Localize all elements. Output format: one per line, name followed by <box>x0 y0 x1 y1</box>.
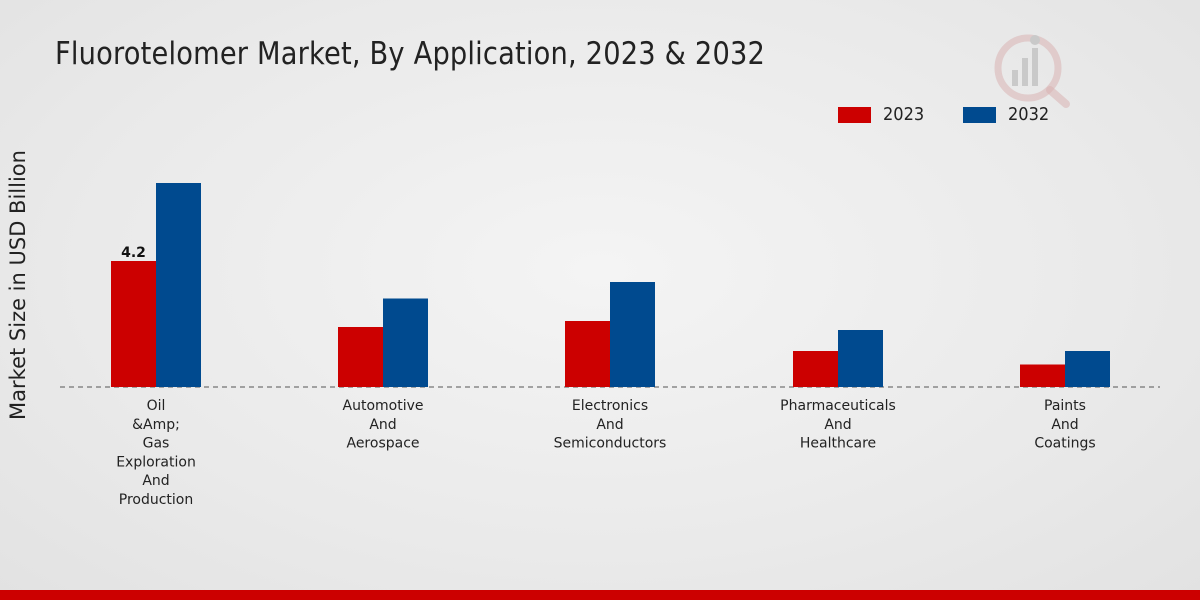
bar-2032-4 <box>1065 351 1110 387</box>
x-tick-label-4: Paints And Coatings <box>1034 398 1095 452</box>
x-tick-label-0: Oil &Amp; Gas Exploration And Production <box>116 398 196 508</box>
bar-2032-3 <box>838 330 883 387</box>
bar-2023-3 <box>793 351 838 387</box>
bar-2032-2 <box>610 282 655 387</box>
legend-item-2032: 2032 <box>962 104 1054 125</box>
footer-bar <box>0 590 1200 600</box>
x-tick-label-1: Automotive And Aerospace <box>343 398 424 452</box>
bar-2032-1 <box>383 298 428 387</box>
legend-item-2023: 2023 <box>838 104 929 125</box>
bar-2023-0 <box>111 261 156 387</box>
chart-title: Fluorotelomer Market, By Application, 20… <box>55 36 766 72</box>
x-tick-label-2: Electronics And Semiconductors <box>554 398 667 452</box>
logo-watermark-icon <box>994 34 1070 108</box>
legend-swatch-2023 <box>838 106 871 123</box>
bar-2023-2 <box>565 321 610 387</box>
legend-swatch-2032 <box>962 106 996 123</box>
bar-2023-1 <box>338 327 383 387</box>
legend-label-2032: 2032 <box>1007 104 1050 125</box>
x-tick-label-3: Pharmaceuticals And Healthcare <box>780 398 896 452</box>
legend-label-2023: 2023 <box>883 104 925 125</box>
data-label-0: 4.2 <box>121 245 146 261</box>
bar-2023-4 <box>1020 364 1065 387</box>
legend: 2023 2032 <box>838 104 1088 125</box>
bar-2032-0 <box>156 183 201 387</box>
